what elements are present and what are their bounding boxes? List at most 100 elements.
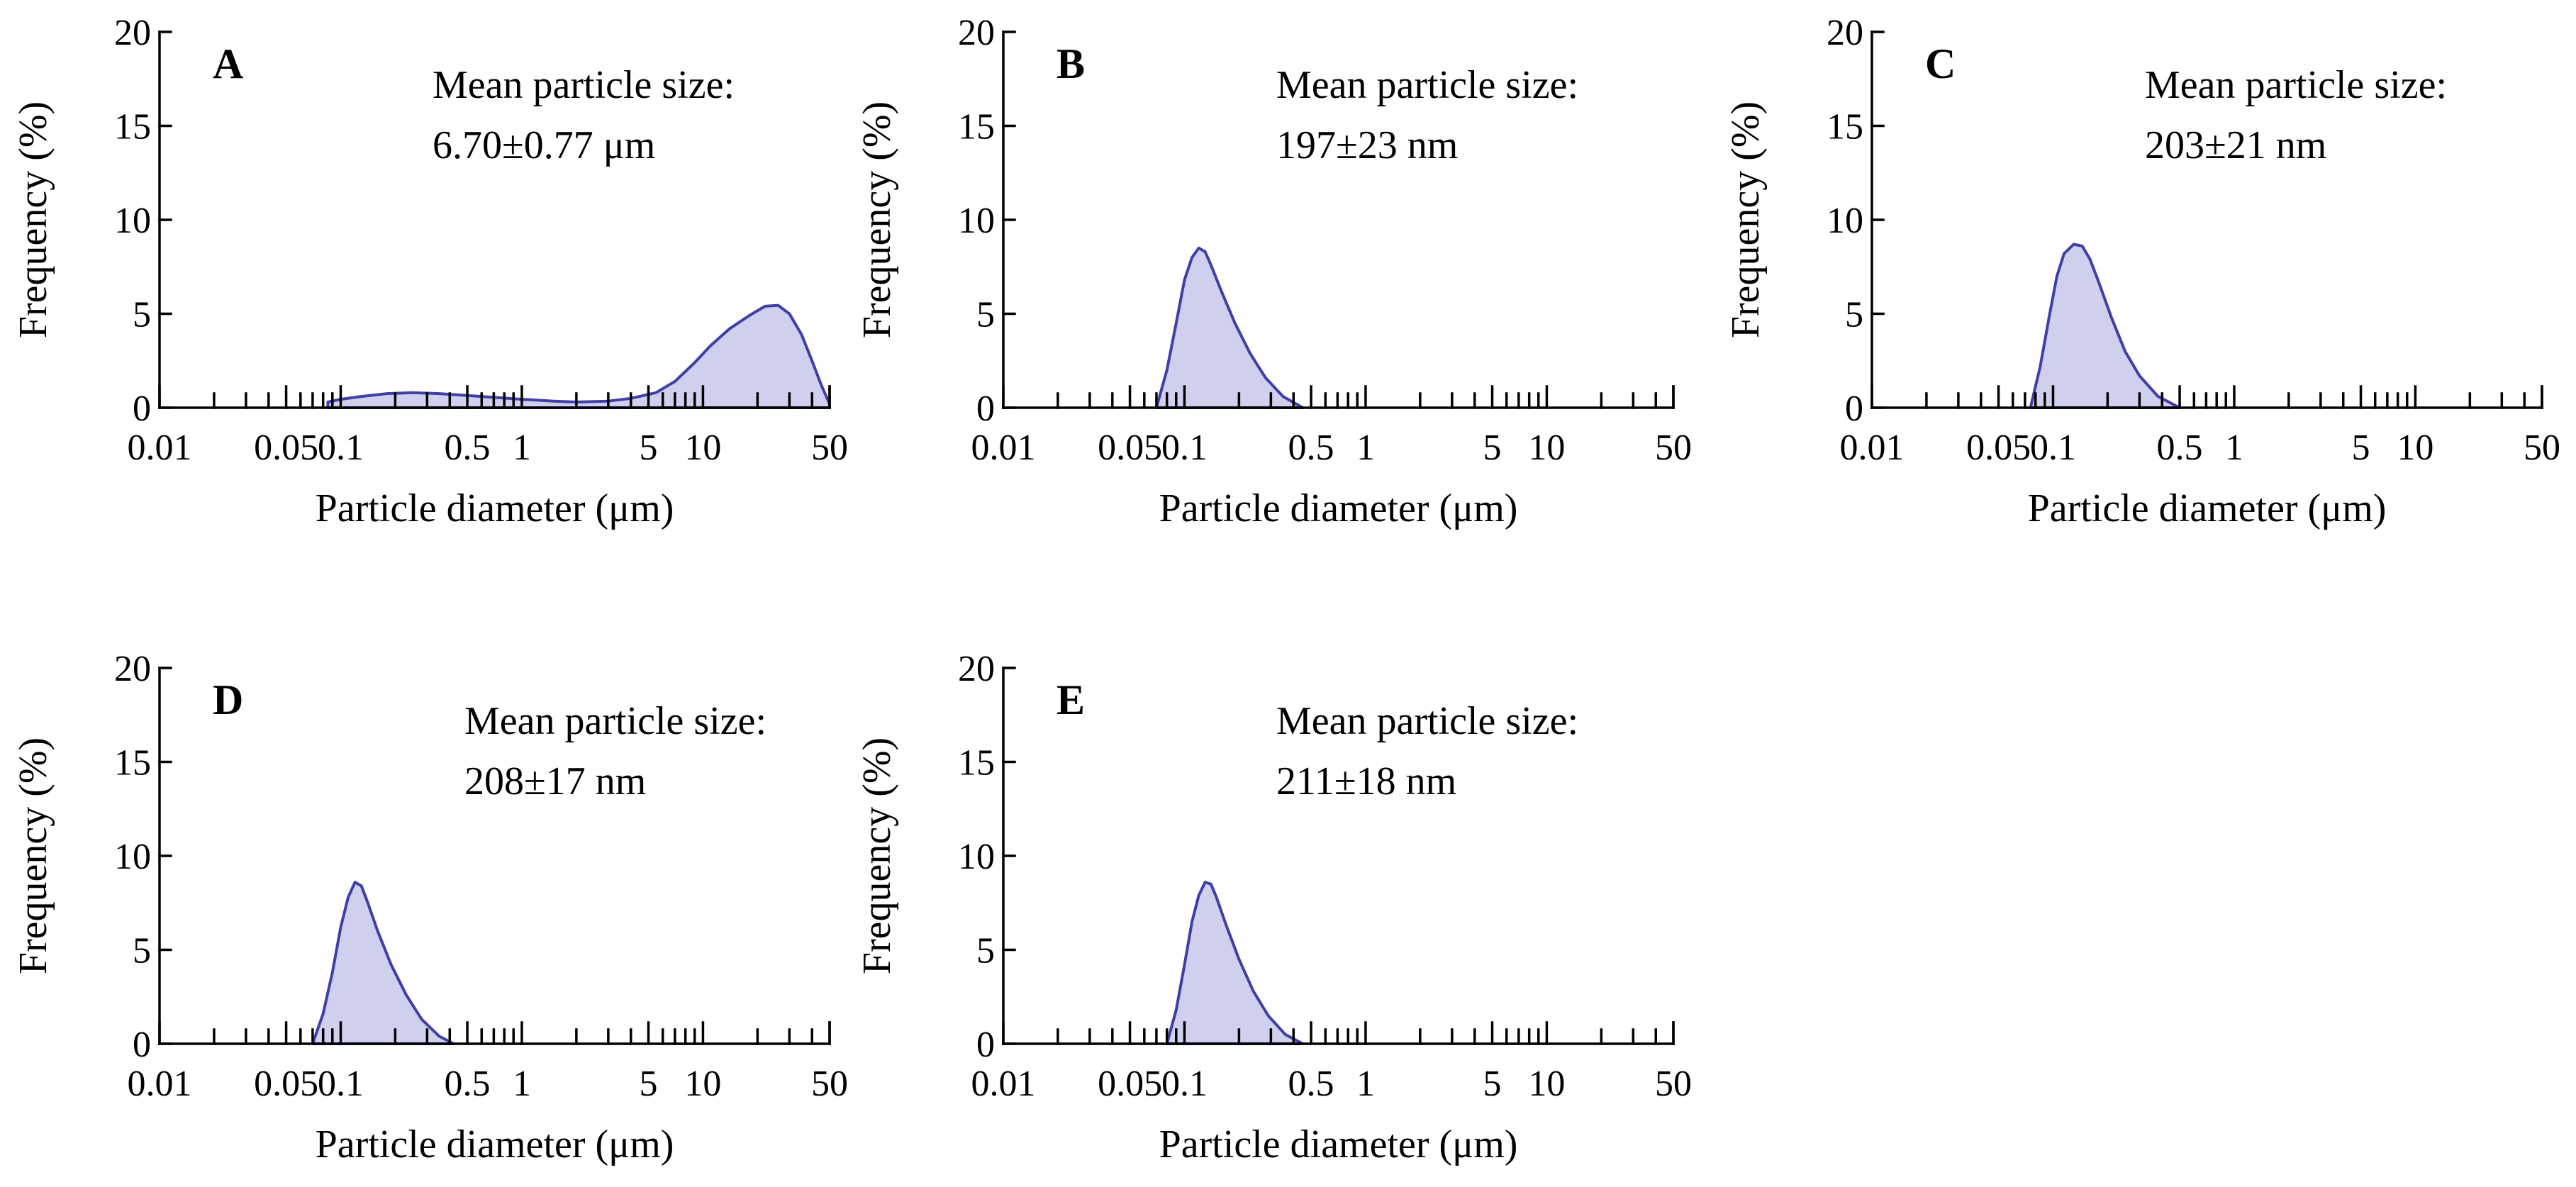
mean-size-annotation: 208±17 nm bbox=[464, 759, 646, 803]
y-tick-label: 0 bbox=[1845, 389, 1863, 429]
x-tick-label: 5 bbox=[2352, 428, 2370, 468]
mean-size-annotation: Mean particle size: bbox=[464, 699, 766, 743]
y-tick-label: 0 bbox=[976, 1025, 995, 1065]
y-tick-label: 0 bbox=[133, 389, 151, 429]
y-tick-label: 15 bbox=[1827, 107, 1863, 147]
y-tick-label: 10 bbox=[958, 201, 995, 241]
x-tick-label: 50 bbox=[2524, 428, 2560, 468]
y-axis-title: Frequency (%) bbox=[855, 737, 899, 974]
y-tick-label: 20 bbox=[114, 13, 151, 53]
panel-letter: B bbox=[1056, 40, 1085, 87]
x-tick-label: 0.05 bbox=[254, 428, 318, 468]
x-tick-label: 1 bbox=[1356, 428, 1375, 468]
x-tick-label: 0.5 bbox=[2157, 428, 2203, 468]
x-tick-label: 0.1 bbox=[318, 1064, 364, 1104]
mean-size-annotation: 197±23 nm bbox=[1276, 123, 1458, 167]
x-tick-label: 1 bbox=[513, 1064, 531, 1104]
y-tick-label: 10 bbox=[958, 837, 995, 877]
x-tick-label: 0.01 bbox=[128, 428, 192, 468]
y-tick-label: 15 bbox=[958, 743, 995, 784]
x-tick-label: 50 bbox=[1655, 428, 1692, 468]
mean-size-annotation: Mean particle size: bbox=[2145, 63, 2447, 107]
y-tick-label: 15 bbox=[114, 743, 151, 784]
y-tick-label: 0 bbox=[976, 389, 995, 429]
x-tick-label: 0.01 bbox=[971, 1064, 1036, 1104]
x-tick-label: 0.05 bbox=[1098, 1064, 1162, 1104]
y-tick-label: 20 bbox=[114, 649, 151, 689]
x-axis-title: Particle diameter (μm) bbox=[2028, 486, 2387, 530]
x-tick-label: 0.05 bbox=[1098, 428, 1162, 468]
panel-letter: C bbox=[1925, 40, 1956, 87]
y-tick-label: 20 bbox=[1827, 13, 1863, 53]
x-axis-title: Particle diameter (μm) bbox=[1159, 1122, 1518, 1166]
x-tick-label: 0.5 bbox=[1288, 1064, 1334, 1104]
x-tick-label: 1 bbox=[2225, 428, 2243, 468]
distribution-area bbox=[2029, 243, 2181, 409]
y-tick-label: 10 bbox=[114, 201, 151, 241]
y-axis-title: Frequency (%) bbox=[11, 101, 55, 338]
distribution-area bbox=[311, 881, 455, 1045]
x-tick-label: 0.1 bbox=[2030, 428, 2076, 468]
y-tick-label: 0 bbox=[133, 1025, 151, 1065]
x-tick-label: 10 bbox=[1528, 1064, 1565, 1104]
x-tick-label: 50 bbox=[1655, 1064, 1692, 1104]
x-axis-title: Particle diameter (μm) bbox=[316, 1122, 674, 1166]
x-tick-label: 10 bbox=[684, 428, 721, 468]
x-tick-label: 10 bbox=[2397, 428, 2433, 468]
y-tick-label: 10 bbox=[1827, 201, 1863, 241]
x-tick-label: 50 bbox=[811, 428, 848, 468]
x-tick-label: 10 bbox=[1528, 428, 1565, 468]
x-tick-label: 0.01 bbox=[1840, 428, 1905, 468]
x-tick-label: 50 bbox=[811, 1064, 848, 1104]
y-tick-label: 20 bbox=[958, 649, 995, 689]
x-tick-label: 5 bbox=[640, 428, 658, 468]
x-tick-label: 0.1 bbox=[1161, 1064, 1208, 1104]
x-tick-label: 0.05 bbox=[254, 1064, 318, 1104]
x-tick-label: 0.1 bbox=[1161, 428, 1208, 468]
x-tick-label: 5 bbox=[1483, 1064, 1502, 1104]
x-axis-title: Particle diameter (μm) bbox=[316, 486, 674, 530]
y-tick-label: 5 bbox=[976, 295, 995, 335]
mean-size-annotation: 6.70±0.77 μm bbox=[433, 123, 655, 167]
y-tick-label: 5 bbox=[133, 295, 151, 335]
x-tick-label: 0.5 bbox=[445, 1064, 491, 1104]
panel-letter: E bbox=[1056, 676, 1085, 723]
x-tick-label: 5 bbox=[640, 1064, 658, 1104]
x-tick-label: 5 bbox=[1483, 428, 1502, 468]
distribution-area bbox=[1154, 246, 1305, 409]
y-tick-label: 15 bbox=[114, 107, 151, 147]
y-axis-title: Frequency (%) bbox=[11, 737, 55, 974]
x-axis-title: Particle diameter (μm) bbox=[1159, 486, 1518, 530]
mean-size-annotation: Mean particle size: bbox=[1276, 699, 1578, 743]
mean-size-annotation: Mean particle size: bbox=[1276, 63, 1578, 107]
x-tick-label: 0.01 bbox=[971, 428, 1036, 468]
x-tick-label: 1 bbox=[1356, 1064, 1375, 1104]
y-axis-title: Frequency (%) bbox=[1724, 101, 1768, 338]
x-tick-label: 0.05 bbox=[1966, 428, 2031, 468]
x-tick-label: 0.1 bbox=[318, 428, 364, 468]
panel-letter: D bbox=[213, 676, 243, 723]
y-tick-label: 15 bbox=[958, 107, 995, 147]
mean-size-annotation: Mean particle size: bbox=[433, 63, 735, 107]
x-tick-label: 0.5 bbox=[1288, 428, 1334, 468]
x-tick-label: 0.01 bbox=[128, 1064, 192, 1104]
y-tick-label: 10 bbox=[114, 837, 151, 877]
mean-size-annotation: 203±21 nm bbox=[2145, 123, 2326, 167]
y-tick-label: 5 bbox=[133, 931, 151, 971]
y-tick-label: 5 bbox=[1845, 295, 1863, 335]
x-tick-label: 1 bbox=[513, 428, 531, 468]
panel-letter: A bbox=[213, 40, 243, 87]
y-axis-title: Frequency (%) bbox=[855, 101, 899, 338]
y-tick-label: 20 bbox=[958, 13, 995, 53]
y-tick-label: 5 bbox=[976, 931, 995, 971]
mean-size-annotation: 211±18 nm bbox=[1276, 759, 1456, 803]
x-tick-label: 10 bbox=[684, 1064, 721, 1104]
x-tick-label: 0.5 bbox=[445, 428, 491, 468]
distribution-area bbox=[326, 303, 831, 409]
